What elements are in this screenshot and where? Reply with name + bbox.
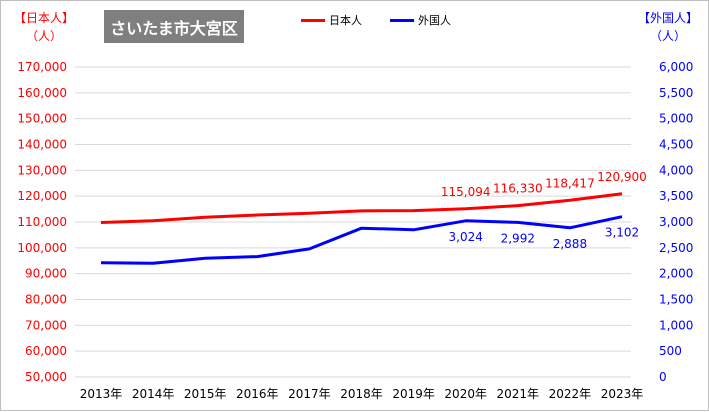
y-left-tick-label: 130,000: [17, 163, 67, 177]
y-left-tick-label: 70,000: [25, 318, 67, 332]
y-right-tick-label: 3,500: [659, 189, 693, 203]
x-tick-label: 2023年: [601, 387, 644, 401]
y-right-tick-label: 5,000: [659, 112, 693, 126]
data-label-foreign: 3,102: [605, 226, 639, 240]
y-right-tick-label: 5,500: [659, 86, 693, 100]
x-tick-label: 2020年: [444, 387, 487, 401]
y-right-tick-label: 500: [659, 344, 682, 358]
data-label-foreign: 2,888: [553, 237, 587, 251]
y-right-tick-label: 3,000: [659, 215, 693, 229]
y-left-tick-label: 170,000: [17, 60, 67, 74]
y-left-tick-label: 60,000: [25, 344, 67, 358]
x-tick-label: 2021年: [497, 387, 540, 401]
y-left-tick-label: 140,000: [17, 138, 67, 152]
x-tick-label: 2017年: [288, 387, 331, 401]
data-label-japanese: 116,330: [493, 182, 543, 196]
y-left-tick-label: 100,000: [17, 241, 67, 255]
data-label-japanese: 115,094: [441, 185, 491, 199]
x-tick-label: 2014年: [132, 387, 175, 401]
y-right-tick-label: 1,000: [659, 318, 693, 332]
y-right-tick-label: 6,000: [659, 60, 693, 74]
y-left-tick-label: 50,000: [25, 370, 67, 384]
data-label-foreign: 2,992: [501, 231, 535, 245]
y-left-tick-label: 110,000: [17, 215, 67, 229]
y-left-tick-label: 90,000: [25, 267, 67, 281]
y-right-tick-label: 1,500: [659, 293, 693, 307]
data-label-japanese: 118,417: [545, 176, 595, 190]
data-label-japanese: 120,900: [597, 170, 647, 184]
data-label-foreign: 3,024: [449, 230, 483, 244]
x-tick-label: 2016年: [236, 387, 279, 401]
y-right-tick-label: 2,000: [659, 267, 693, 281]
y-right-tick-label: 0: [659, 370, 667, 384]
y-left-tick-label: 160,000: [17, 86, 67, 100]
series-line-japanese: [101, 194, 622, 223]
y-left-tick-label: 80,000: [25, 293, 67, 307]
y-left-tick-label: 150,000: [17, 112, 67, 126]
y-right-tick-label: 4,000: [659, 163, 693, 177]
x-tick-label: 2015年: [184, 387, 227, 401]
y-right-tick-label: 4,500: [659, 138, 693, 152]
y-right-tick-label: 2,500: [659, 241, 693, 255]
x-tick-label: 2022年: [549, 387, 592, 401]
x-tick-label: 2013年: [80, 387, 123, 401]
x-tick-label: 2019年: [392, 387, 435, 401]
series-line-foreign: [101, 217, 622, 264]
y-left-tick-label: 120,000: [17, 189, 67, 203]
x-tick-label: 2018年: [340, 387, 383, 401]
